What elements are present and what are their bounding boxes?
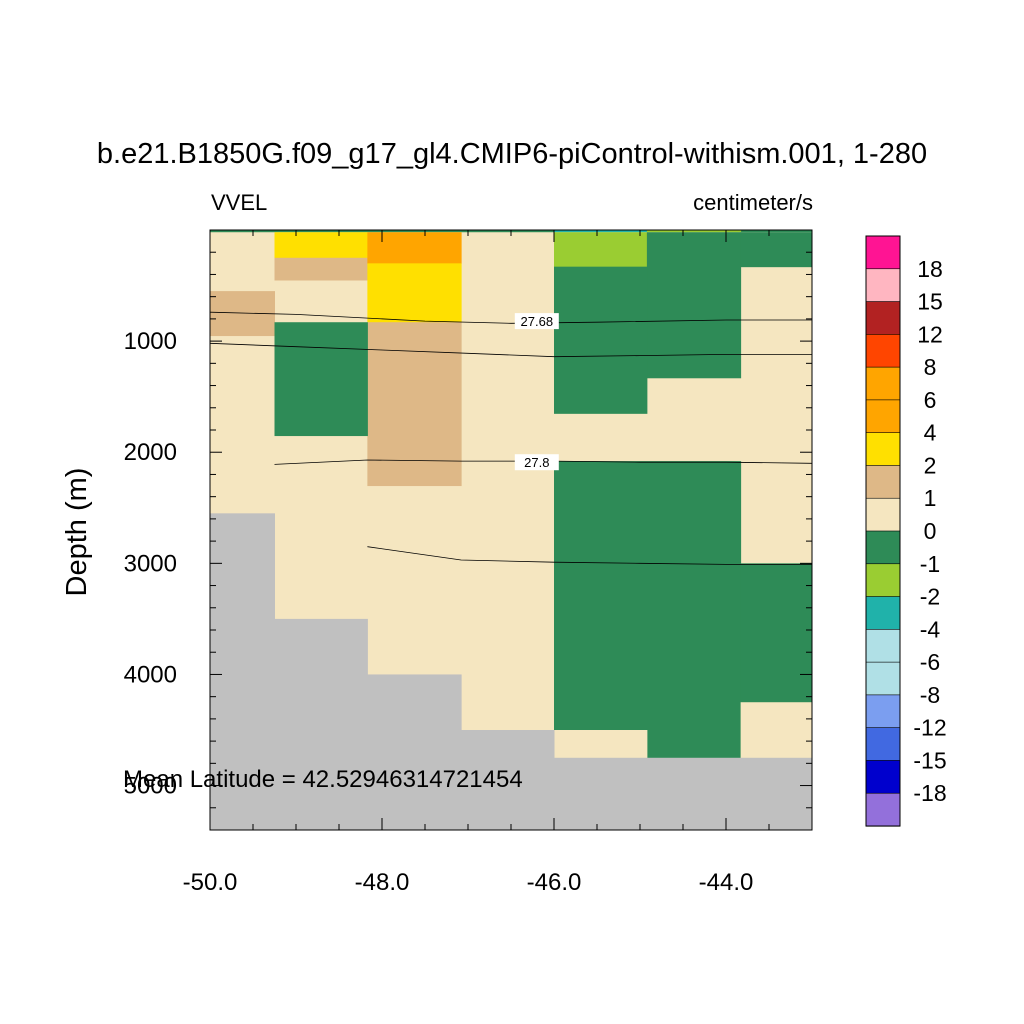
units-label: centimeter/s <box>693 190 813 215</box>
colorbar-label: -1 <box>920 551 940 577</box>
colorbar-swatch <box>865 694 901 729</box>
colorbar-label: 4 <box>924 420 937 446</box>
data-cell <box>461 730 555 831</box>
colorbar-swatch <box>865 792 901 827</box>
colorbar-label: 0 <box>924 518 937 544</box>
plot-area <box>210 230 813 831</box>
contour-line <box>209 311 812 324</box>
contour-line <box>209 342 812 358</box>
y-tick-label: 4000 <box>124 661 177 688</box>
data-cell <box>554 230 648 233</box>
colorbar-swatch <box>865 497 901 532</box>
colorbar-label: -6 <box>920 649 940 675</box>
colorbar-swatch <box>865 399 901 434</box>
x-tick-label: -48.0 <box>355 869 410 896</box>
data-cell <box>554 757 813 831</box>
colorbar-swatch <box>865 366 901 401</box>
data-cell <box>367 674 462 831</box>
x-tick-label: -50.0 <box>183 869 238 896</box>
colorbar-label: 6 <box>924 387 937 413</box>
contour-label: 27.8 <box>524 455 549 470</box>
x-tick-label: -46.0 <box>527 869 582 896</box>
data-cell <box>274 322 368 437</box>
colorbar-label: 18 <box>917 256 943 282</box>
chart-title: b.e21.B1850G.f09_g17_gl4.CMIP6-piControl… <box>97 138 927 170</box>
colorbar-label: -2 <box>920 584 940 610</box>
colorbar-swatch <box>865 760 901 794</box>
data-cell <box>740 232 813 268</box>
y-tick-label: 5000 <box>124 773 177 800</box>
variable-label: VVEL <box>211 190 267 215</box>
colorbar-swatch <box>865 629 901 663</box>
colorbar-label: -18 <box>913 780 946 806</box>
colorbar-swatch <box>865 727 901 762</box>
colorbar-swatch <box>865 235 901 270</box>
colorbar-label: -12 <box>913 715 946 741</box>
colorbar-swatch <box>865 530 901 565</box>
y-tick-label: 2000 <box>124 439 177 466</box>
x-tick-label: -44.0 <box>699 869 754 896</box>
colorbar-label: 12 <box>917 321 943 347</box>
data-cell <box>367 263 462 323</box>
contour-label-box <box>514 313 559 330</box>
contour-label: 27.68 <box>521 314 554 329</box>
colorbar-label: 15 <box>917 289 943 315</box>
data-cell <box>740 563 813 703</box>
contour-label-box <box>514 454 559 471</box>
data-cell <box>554 232 648 268</box>
colorbar-label: -4 <box>920 616 941 642</box>
colorbar-swatch <box>865 563 901 598</box>
colorbar-swatch <box>865 596 901 630</box>
colorbar-swatch <box>865 661 901 696</box>
colorbar-label: -15 <box>913 747 946 773</box>
data-cell <box>274 257 368 281</box>
data-cell <box>646 230 742 233</box>
data-cell <box>646 232 742 379</box>
contour-lines: 27.68 27.8 <box>209 311 813 565</box>
data-cell <box>740 702 813 759</box>
colorbar-label: -8 <box>920 682 940 708</box>
colorbar-swatch <box>865 301 901 335</box>
colorbar-label: 8 <box>924 354 937 380</box>
data-cell <box>554 461 742 759</box>
data-cell <box>274 232 368 259</box>
data-cell <box>210 513 275 831</box>
data-cell <box>554 266 648 414</box>
colorbar-swatch <box>865 268 901 303</box>
data-cell <box>554 730 648 759</box>
colorbar-frame <box>865 235 901 827</box>
contour-line <box>367 546 812 565</box>
y-axis-label: Depth (m) <box>61 468 93 597</box>
mean-latitude-annotation: Mean Latitude = 42.52946314721454 <box>123 766 523 793</box>
data-cell <box>367 232 462 264</box>
colorbar-swatch <box>865 432 901 467</box>
plot-axes: -50.0 -48.0 -46.0 -44.0 1000 2000 3000 4000 5000 <box>124 229 813 896</box>
colorbar-swatch <box>865 334 901 368</box>
data-cell <box>274 618 368 831</box>
y-tick-label: 1000 <box>124 328 177 355</box>
data-cell <box>367 322 462 487</box>
colorbar: 18 15 12 8 6 4 2 1 0 -1 -2 -4 -6 -8 -12 -15 -18 <box>865 235 947 827</box>
colorbar-swatch <box>865 465 901 499</box>
colorbar-label: 1 <box>924 485 937 511</box>
y-tick-label: 3000 <box>124 550 177 577</box>
colorbar-label: 2 <box>924 452 937 478</box>
